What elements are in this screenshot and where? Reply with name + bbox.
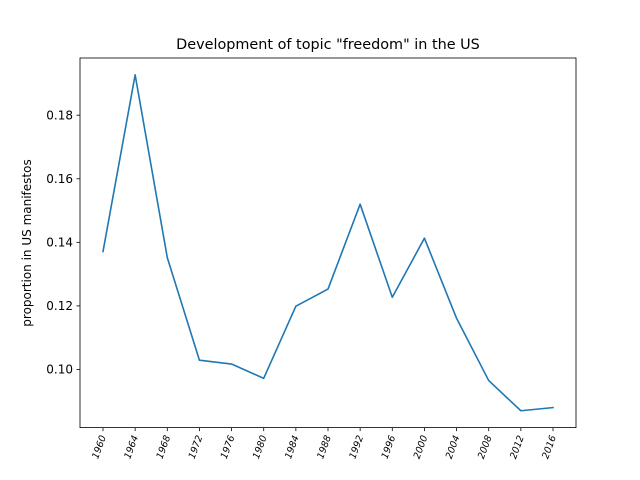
- y-tick-label: 0.16: [46, 172, 73, 186]
- y-tick-label: 0.12: [46, 299, 73, 313]
- y-tick-label: 0.14: [46, 236, 73, 250]
- y-tick-label: 0.10: [46, 363, 73, 377]
- y-axis-label: proportion in US manifestos: [20, 159, 34, 326]
- plot-frame: [79, 57, 577, 429]
- series-line: [102, 74, 554, 412]
- chart-title: Development of topic "freedom" in the US: [176, 37, 480, 53]
- y-tick-label: 0.18: [46, 109, 73, 123]
